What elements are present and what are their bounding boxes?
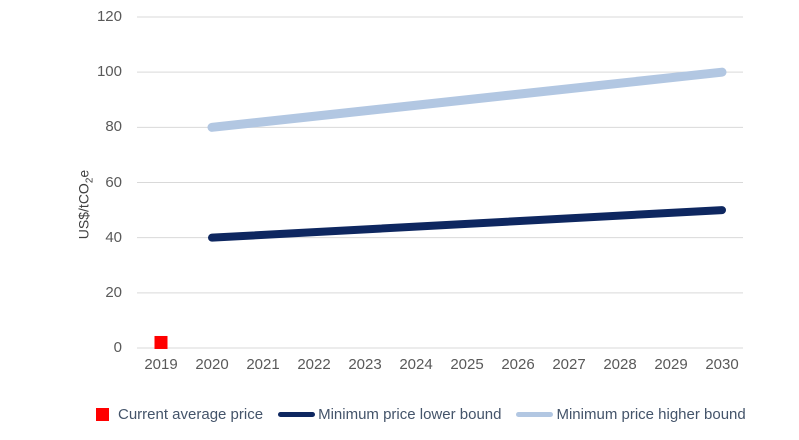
y-tick-label: 120	[96, 8, 122, 25]
legend-item-current-average-price: Current average price	[96, 406, 263, 423]
y-tick-label: 20	[105, 283, 122, 301]
y-tick-label: 100	[96, 63, 122, 81]
legend-swatch-minimum-price-higher-bound	[516, 411, 554, 417]
legend-swatch-current-average-price	[96, 407, 109, 421]
legend-item-minimum-price-lower-bound: Minimum price lower bound	[278, 406, 501, 423]
x-tick-label: 2022	[297, 356, 331, 373]
x-tick-label: 2024	[399, 356, 433, 373]
x-tick-label: 2026	[501, 356, 535, 373]
x-tick-label: 2023	[348, 356, 382, 373]
legend-swatch-minimum-price-lower-bound	[278, 411, 316, 417]
series-marker-current-average-price	[154, 335, 168, 349]
x-tick-label: 2030	[705, 356, 739, 373]
y-tick-label: 80	[105, 118, 122, 136]
x-tick-label: 2025	[450, 356, 484, 373]
legend-item-minimum-price-higher-bound: Minimum price higher bound	[516, 405, 746, 423]
y-tick-label: 0	[113, 339, 122, 356]
x-tick-label: 2027	[552, 356, 586, 373]
x-tick-label: 2020	[195, 356, 229, 373]
legend-label: Current average price	[118, 405, 264, 423]
legend: Current average price Minimum price lower…	[96, 402, 761, 426]
x-tick-label: 2029	[654, 356, 688, 373]
series-line-minimum-price-higher-bound	[207, 67, 727, 132]
series-line-minimum-price-lower-bound	[208, 206, 726, 242]
x-tick-label: 2021	[246, 356, 280, 373]
y-tick-label: 40	[105, 228, 122, 246]
y-tick-label: 60	[105, 173, 122, 191]
x-tick-label: 2028	[603, 356, 637, 373]
x-tick-label: 2019	[144, 356, 178, 373]
legend-label: Minimum price higher bound	[556, 405, 746, 423]
legend-label: Minimum price lower bound	[318, 405, 502, 423]
